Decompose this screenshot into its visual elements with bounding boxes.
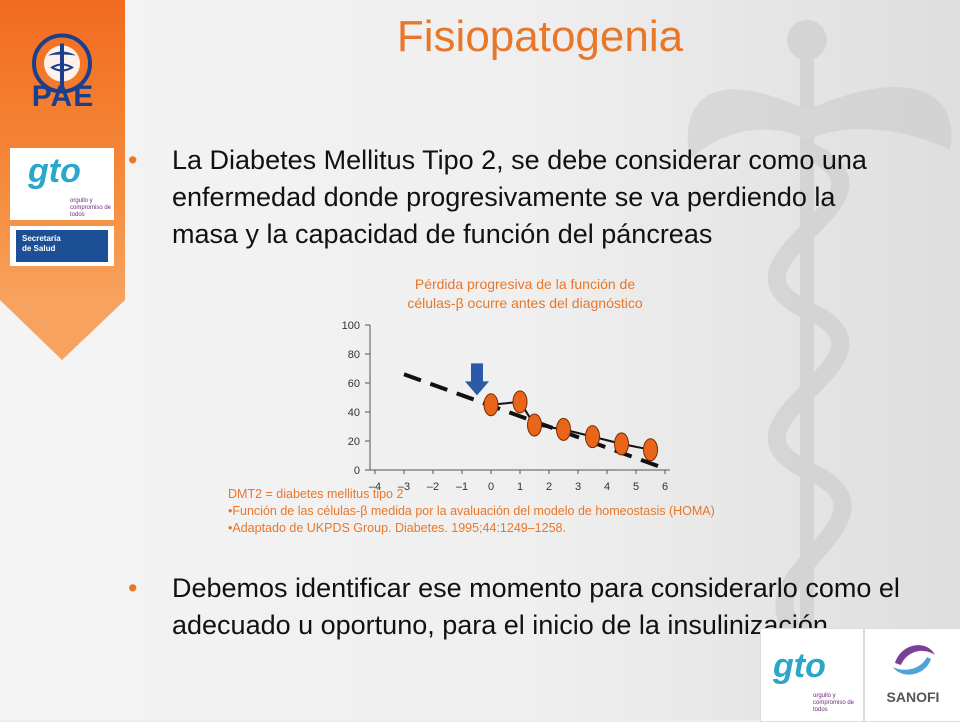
y-tick-label: 100 [342,320,360,332]
x-tick-label: –4 [369,481,381,493]
y-tick-label: 0 [354,465,360,477]
gto-logo-bottom: gto orgullo y compromiso de todos [760,628,864,722]
x-tick-label: –2 [427,481,439,493]
bullet-dot: • [128,145,138,175]
data-point [556,417,571,441]
x-tick-label: 0 [488,481,494,493]
footnote-dmt2: DMT2 = diabetes mellitus tipo 2 [228,487,404,501]
x-tick-label: 4 [604,481,610,493]
bullet-dot: • [128,573,138,603]
gto-logo-bottom-text: gto [773,647,826,685]
diagnosis-arrow-icon [465,363,489,396]
pae-emblem-icon [32,33,92,94]
left-orange-banner: PAE ​ gto orgullo y compromiso de todos … [0,0,125,360]
chart-title: Pérdida progresiva de la función de célu… [407,276,643,311]
data-point [643,438,658,462]
secretaria-logo-card: Secretaría de Salud [10,226,114,266]
data-point [585,425,600,449]
sanofi-swirl-icon [893,645,935,675]
data-point [512,390,528,414]
data-point [527,413,542,437]
gto-tagline: orgullo y compromiso de todos [70,198,112,218]
beta-cell-function-chart: 0 20 40 60 80 100 –4 –3 –2 –1 0 1 2 3 4 5 6 [342,320,670,493]
gto-logo-bottom-tagline: orgullo y compromiso de todos [813,693,855,713]
x-tick-label: 3 [575,481,581,493]
x-tick-label: 1 [517,481,523,493]
gto-logo-text: gto [28,152,81,190]
pae-tagline: ​ [12,114,112,120]
sanofi-logo: SANOFI [864,628,960,722]
pae-logo-text: PAE [31,80,95,113]
footnote-homa: •Función de las células-β medida por la … [228,504,715,518]
y-tick-label: 40 [348,407,360,419]
bullet-second: • Debemos identificar ese momento para co… [128,570,900,644]
sanofi-logo-text: SANOFI [886,689,940,705]
bullet-second-text: Debemos identificar ese momento para con… [172,573,900,640]
y-tick-label: 20 [348,436,360,448]
data-point [483,393,499,417]
y-tick-label: 80 [348,349,360,361]
secretaria-line1: Secretaría [22,234,61,243]
slide-title: Fisiopatogenia [396,12,684,61]
secretaria-line2: de Salud [22,244,56,253]
x-tick-label: 2 [546,481,552,493]
bullet-first: • La Diabetes Mellitus Tipo 2, se debe co… [128,142,900,253]
x-tick-label: –3 [398,481,410,493]
gto-logo-card: gto orgullo y compromiso de todos [10,148,114,220]
x-tick-label: –1 [456,481,468,493]
chart-footnotes: DMT2 = diabetes mellitus tipo 2 •Función… [228,486,788,537]
caduceus-watermark [687,20,952,720]
y-tick-label: 60 [348,378,360,390]
x-tick-label: 5 [633,481,639,493]
bullet-first-text: La Diabetes Mellitus Tipo 2, se debe con… [172,145,867,249]
secretaria-logo: Secretaría de Salud [16,230,108,262]
data-point [614,432,629,456]
x-tick-label: 6 [662,481,668,493]
bottom-logos: gto orgullo y compromiso de todos SANOFI [760,628,960,722]
footnote-source: •Adaptado de UKPDS Group. Diabetes. 1995… [228,521,566,535]
